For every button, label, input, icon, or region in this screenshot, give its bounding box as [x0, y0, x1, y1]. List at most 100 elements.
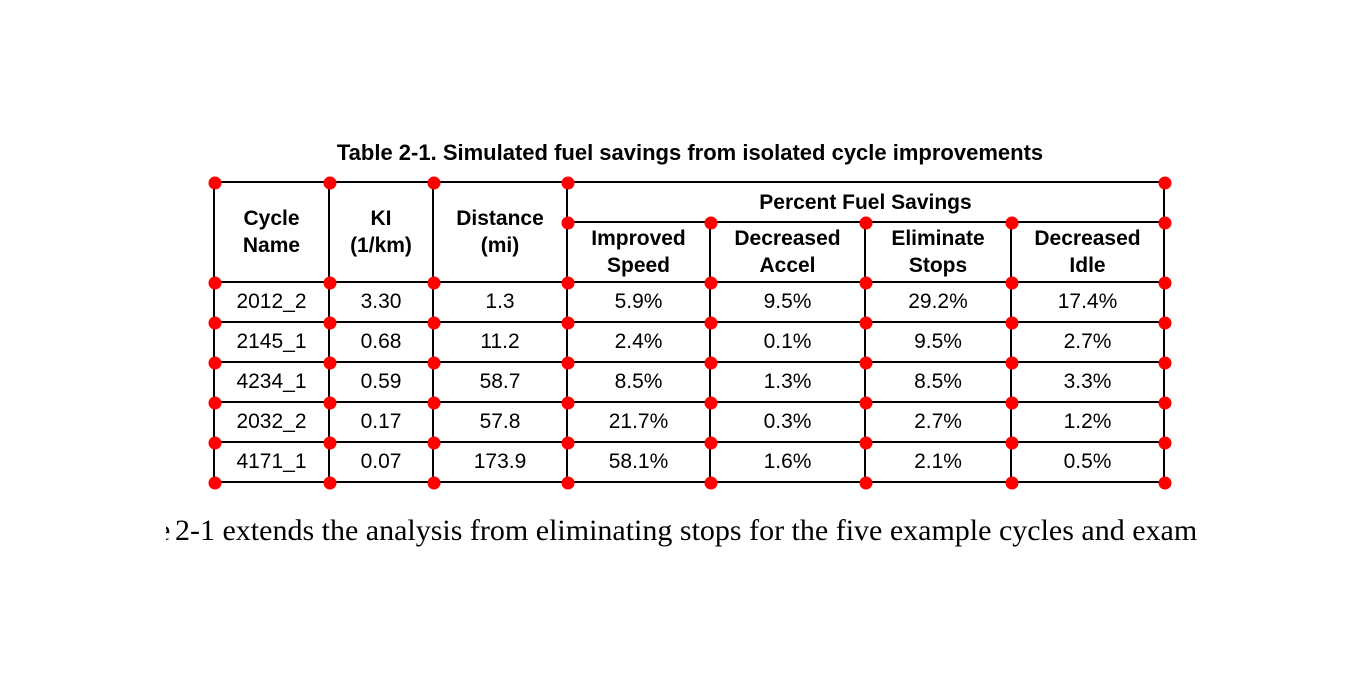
corner-dot [427, 276, 441, 290]
cell-cycle-name: 2012_2 [213, 281, 330, 323]
col-header-distance: Distance (mi) [432, 181, 568, 283]
corner-dot [1158, 356, 1172, 370]
corner-dot [323, 176, 337, 190]
corner-dot [859, 216, 873, 230]
corner-dot [704, 216, 718, 230]
cell-decreased-idle: 2.7% [1010, 321, 1165, 363]
corner-dot [208, 176, 222, 190]
body-text-line: e2-1 extends the analysis from eliminati… [166, 512, 1197, 552]
cell-distance: 173.9 [432, 441, 568, 483]
corner-dot [427, 396, 441, 410]
corner-dot [323, 356, 337, 370]
cell-eliminate-stops: 2.1% [864, 441, 1012, 483]
group-header-percent-fuel-savings: Percent Fuel Savings [566, 181, 1165, 223]
corner-dot [859, 436, 873, 450]
corner-dot [704, 276, 718, 290]
corner-dot [561, 176, 575, 190]
cell-improved-speed: 58.1% [566, 441, 711, 483]
corner-dot [704, 396, 718, 410]
cell-ki: 0.07 [328, 441, 434, 483]
corner-dot [1005, 356, 1019, 370]
corner-dot [561, 476, 575, 490]
cell-decreased-accel: 0.3% [709, 401, 866, 443]
corner-dot [1158, 436, 1172, 450]
table-row: 2145_1 0.68 11.2 2.4% 0.1% 9.5% 2.7% [213, 321, 1165, 363]
corner-dot [1158, 276, 1172, 290]
corner-dot [208, 276, 222, 290]
corner-dot [859, 396, 873, 410]
col-header-decreased-idle: Decreased Idle [1010, 221, 1165, 283]
corner-dot [1158, 476, 1172, 490]
corner-dot [704, 316, 718, 330]
corner-dot [859, 276, 873, 290]
corner-dot [1005, 316, 1019, 330]
cell-cycle-name: 4234_1 [213, 361, 330, 403]
corner-dot [561, 436, 575, 450]
col-header-eliminate-stops: Eliminate Stops [864, 221, 1012, 283]
cell-cycle-name: 2032_2 [213, 401, 330, 443]
table-row: 4234_1 0.59 58.7 8.5% 1.3% 8.5% 3.3% [213, 361, 1165, 403]
corner-dot [323, 276, 337, 290]
cell-decreased-accel: 0.1% [709, 321, 866, 363]
body-sentence-text: 2-1 extends the analysis from eliminatin… [175, 514, 1198, 547]
corner-dot [208, 476, 222, 490]
col-header-cycle-name: Cycle Name [213, 181, 330, 283]
table-caption: Table 2-1. Simulated fuel savings from i… [336, 140, 1044, 165]
corner-dot [561, 396, 575, 410]
corner-dot [323, 316, 337, 330]
corner-dot [1005, 216, 1019, 230]
cell-distance: 57.8 [432, 401, 568, 443]
cell-cycle-name: 2145_1 [213, 321, 330, 363]
corner-dot [323, 476, 337, 490]
corner-dot [1005, 396, 1019, 410]
cell-cycle-name: 4171_1 [213, 441, 330, 483]
col-header-improved-speed: Improved Speed [566, 221, 711, 283]
cell-decreased-accel: 9.5% [709, 281, 866, 323]
corner-dot [561, 316, 575, 330]
clipped-glyph-fragment: e [166, 512, 171, 552]
cell-distance: 11.2 [432, 321, 568, 363]
table-row: 2012_2 3.30 1.3 5.9% 9.5% 29.2% 17.4% [213, 281, 1165, 323]
corner-dot [1005, 476, 1019, 490]
cell-decreased-accel: 1.6% [709, 441, 866, 483]
corner-dot [561, 276, 575, 290]
cell-distance: 1.3 [432, 281, 568, 323]
corner-dot [427, 356, 441, 370]
corner-dot [704, 356, 718, 370]
cell-ki: 3.30 [328, 281, 434, 323]
cell-ki: 0.17 [328, 401, 434, 443]
corner-dot [704, 476, 718, 490]
corner-dot [1005, 436, 1019, 450]
cell-eliminate-stops: 2.7% [864, 401, 1012, 443]
corner-dot [1158, 176, 1172, 190]
cell-decreased-idle: 17.4% [1010, 281, 1165, 323]
cell-eliminate-stops: 8.5% [864, 361, 1012, 403]
corner-dot [427, 436, 441, 450]
cell-improved-speed: 5.9% [566, 281, 711, 323]
cell-decreased-accel: 1.3% [709, 361, 866, 403]
corner-dot [1005, 276, 1019, 290]
corner-dot [704, 436, 718, 450]
cell-decreased-idle: 1.2% [1010, 401, 1165, 443]
corner-dot [427, 316, 441, 330]
cell-decreased-idle: 3.3% [1010, 361, 1165, 403]
corner-dot [427, 476, 441, 490]
table-row: 4171_1 0.07 173.9 58.1% 1.6% 2.1% 0.5% [213, 441, 1165, 483]
corner-dot [323, 396, 337, 410]
cell-ki: 0.59 [328, 361, 434, 403]
cell-eliminate-stops: 29.2% [864, 281, 1012, 323]
col-header-ki: KI (1/km) [328, 181, 434, 283]
cell-decreased-idle: 0.5% [1010, 441, 1165, 483]
corner-dot [1158, 316, 1172, 330]
corner-dot [1158, 396, 1172, 410]
table-row: 2032_2 0.17 57.8 21.7% 0.3% 2.7% 1.2% [213, 401, 1165, 443]
corner-dot [561, 356, 575, 370]
cell-improved-speed: 21.7% [566, 401, 711, 443]
corner-dot [1158, 216, 1172, 230]
corner-dot [208, 436, 222, 450]
cell-ki: 0.68 [328, 321, 434, 363]
cell-improved-speed: 8.5% [566, 361, 711, 403]
corner-dot [323, 436, 337, 450]
cell-improved-speed: 2.4% [566, 321, 711, 363]
